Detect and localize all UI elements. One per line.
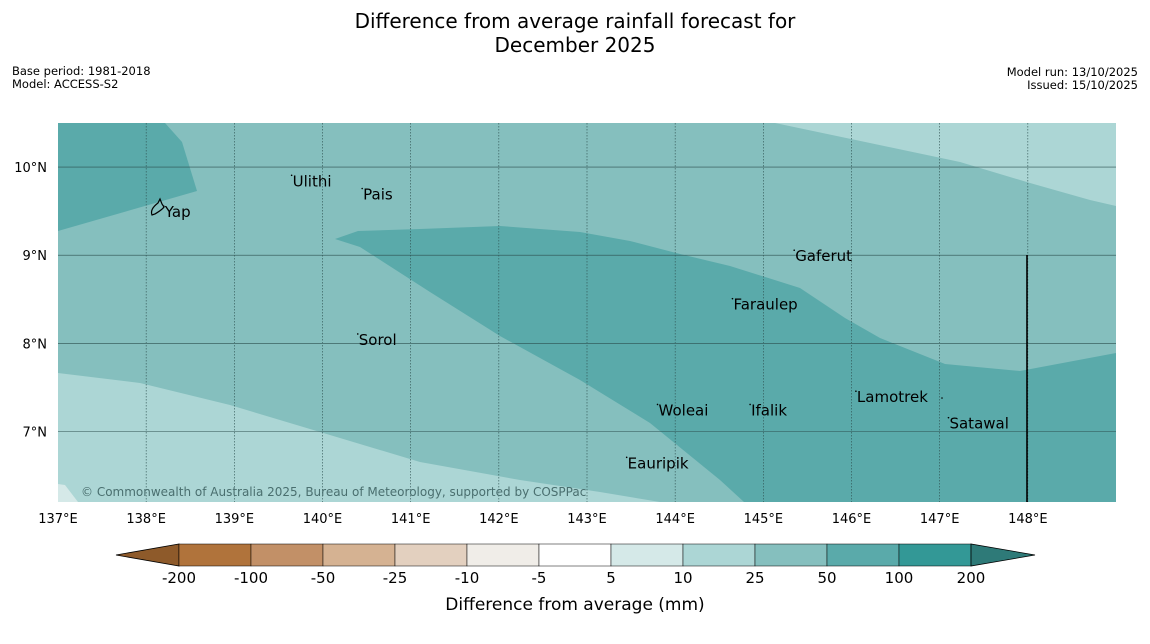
place-label: Sorol [359,331,397,349]
island-dot [941,397,943,399]
copyright-text: © Commonwealth of Australia 2025, Bureau… [81,485,586,499]
colorbar-label: Difference from average (mm) [445,595,704,615]
colorbar-tick-label: -200 [162,569,196,587]
colorbar-tick-label: 25 [745,569,764,587]
lon-tick-label: 142°E [479,512,519,527]
rainfall-map: Yap Ulithi Pais Gaferut Faraulep Sorol Woleai I… [0,0,1150,644]
lon-tick-label: 141°E [391,512,431,527]
place-label: Ulithi [293,172,332,190]
lon-tick-label: 146°E [832,512,872,527]
colorbar-bin [179,544,251,566]
colorbar-bin [755,544,827,566]
lon-tick-label: 138°E [126,512,166,527]
lon-tick-label: 147°E [920,512,960,527]
lat-tick-label: 9°N [23,249,48,264]
place-label: Pais [363,186,393,204]
colorbar-bin [251,544,323,566]
colorbar: -200 -100 -50 -25 -10 -5 5 10 25 50 100 200 [116,544,1035,587]
colorbar-tick-label: 50 [817,569,836,587]
lon-tick-label: 137°E [38,512,78,527]
colorbar-bin [395,544,467,566]
place-label: Satawal [949,415,1008,433]
lon-tick-label: 140°E [303,512,343,527]
lon-tick-label: 148°E [1008,512,1048,527]
place-label: Lamotrek [857,388,928,406]
lon-tick-label: 145°E [744,512,784,527]
colorbar-bin [539,544,611,566]
colorbar-tick-label: 100 [885,569,914,587]
colorbar-tick-label: -10 [455,569,480,587]
map-area [58,123,1116,502]
lat-tick-label: 8°N [23,337,48,352]
lon-tick-label: 144°E [655,512,695,527]
place-label: Yap [164,203,191,221]
colorbar-tick-label: -25 [383,569,408,587]
colorbar-bin [323,544,395,566]
lat-tick-label: 7°N [23,425,48,440]
colorbar-tick-label: 5 [606,569,616,587]
colorbar-bin [827,544,899,566]
colorbar-tick-label: -50 [311,569,336,587]
colorbar-tick-label: -5 [532,569,547,587]
colorbar-bin [899,544,971,566]
colorbar-bin [683,544,755,566]
lon-tick-label: 139°E [215,512,255,527]
place-label: Ifalik [751,401,787,419]
colorbar-bin [611,544,683,566]
place-label: Faraulep [733,296,797,314]
colorbar-tick-label: -100 [234,569,268,587]
colorbar-tick-label: 200 [957,569,986,587]
colorbar-tick-label: 10 [673,569,692,587]
colorbar-bin [467,544,539,566]
colorbar-extend-min [116,544,179,566]
lat-tick-label: 10°N [14,161,47,176]
place-label: Gaferut [795,247,852,265]
place-label: Eauripik [628,454,689,472]
lon-tick-label: 143°E [567,512,607,527]
colorbar-extend-max [971,544,1035,566]
place-label: Woleai [659,401,709,419]
